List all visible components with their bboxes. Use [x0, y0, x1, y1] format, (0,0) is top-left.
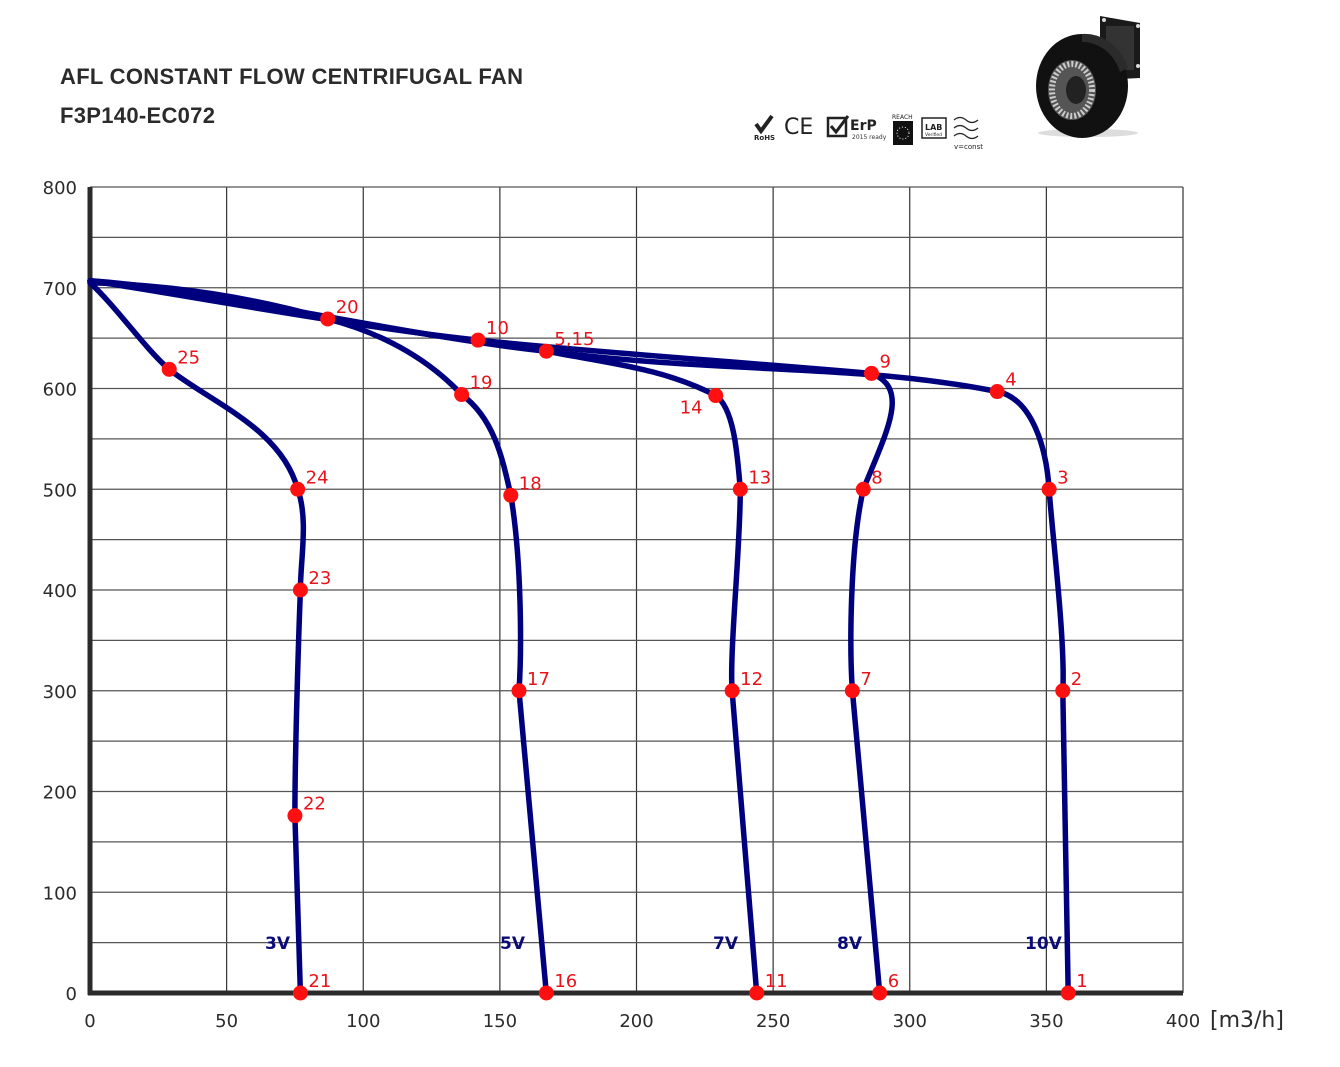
- curve-label-7v: 7V: [713, 934, 739, 954]
- x-axis-unit: [m3/h]: [1210, 1008, 1284, 1033]
- point-label: 14: [680, 398, 703, 419]
- svg-text:Verified: Verified: [925, 132, 942, 138]
- operating-points: 12345,1567891011121314161718192021222324…: [161, 297, 1088, 1001]
- data-point: [292, 985, 308, 1001]
- point-label: 2: [1071, 669, 1082, 690]
- fan-product-image: [1036, 16, 1140, 138]
- y-tick-label: 400: [43, 581, 77, 602]
- point-label: 7: [860, 669, 871, 690]
- x-tick-label: 150: [483, 1011, 517, 1032]
- x-tick-label: 200: [619, 1011, 653, 1032]
- svg-text:REACH: REACH: [892, 114, 913, 121]
- point-label: 23: [308, 568, 331, 589]
- data-point: [708, 388, 724, 404]
- point-label: 1: [1076, 971, 1087, 992]
- data-point: [855, 481, 871, 497]
- x-tick-label: 50: [215, 1011, 238, 1032]
- curve-label-5v: 5V: [500, 934, 526, 954]
- point-label: 22: [303, 794, 326, 815]
- point-label: 12: [740, 669, 763, 690]
- data-point: [511, 683, 527, 699]
- y-tick-label: 0: [66, 984, 77, 1005]
- curve-3v: [87, 279, 307, 996]
- curve-label-10v: 10V: [1025, 934, 1063, 954]
- data-point: [989, 384, 1005, 400]
- curve-10v: [87, 277, 1071, 996]
- data-point: [732, 481, 748, 497]
- curve-7v: [87, 277, 760, 996]
- point-label: 19: [470, 373, 493, 394]
- svg-text:ErP: ErP: [850, 118, 877, 134]
- data-point: [503, 487, 519, 503]
- point-label: 6: [888, 971, 899, 992]
- x-tick-label: 300: [893, 1011, 927, 1032]
- point-label: 21: [308, 971, 331, 992]
- ce-icon: CE: [784, 115, 813, 140]
- data-point: [290, 481, 306, 497]
- y-tick-label: 100: [43, 883, 77, 904]
- data-point: [538, 985, 554, 1001]
- data-point: [454, 387, 470, 403]
- y-tick-label: 500: [43, 480, 77, 501]
- point-label: 25: [177, 347, 200, 368]
- point-label: 5,15: [554, 329, 594, 350]
- y-tick-label: 300: [43, 682, 77, 703]
- data-point: [470, 332, 486, 348]
- data-point: [1055, 683, 1071, 699]
- svg-text:2015 ready: 2015 ready: [852, 134, 887, 141]
- point-label: 18: [519, 473, 542, 494]
- x-tick-label: 0: [84, 1011, 95, 1032]
- y-tick-label: 200: [43, 783, 77, 804]
- x-tick-label: 400: [1166, 1011, 1200, 1032]
- svg-text:CE: CE: [784, 115, 813, 140]
- point-label: 4: [1005, 370, 1016, 391]
- data-point: [320, 311, 336, 327]
- axis-ticks: 0 100 200 300 400 500 600 700 800 0 50 100 150 200 250…: [43, 178, 1284, 1033]
- curve-label-3v: 3V: [265, 934, 291, 954]
- data-point: [749, 985, 765, 1001]
- curve-label-8v: 8V: [837, 934, 863, 954]
- point-label: 24: [306, 467, 329, 488]
- fan-curves: [87, 277, 1071, 996]
- x-tick-label: 250: [756, 1011, 790, 1032]
- erp-icon: ErP 2015 ready: [826, 115, 887, 141]
- rohs-icon: RoHS: [754, 114, 775, 142]
- chart-grid: [89, 186, 1184, 994]
- certification-badges: RoHS CE ErP 2015 ready REACH LAB Verifie…: [754, 114, 983, 151]
- reach-icon: REACH: [892, 114, 913, 145]
- point-label: 11: [765, 971, 788, 992]
- data-point: [1041, 481, 1057, 497]
- point-label: 17: [527, 669, 550, 690]
- point-label: 13: [748, 467, 771, 488]
- x-tick-label: 350: [1029, 1011, 1063, 1032]
- x-tick-label: 100: [346, 1011, 380, 1032]
- data-point: [1060, 985, 1076, 1001]
- data-point: [844, 683, 860, 699]
- point-label: 16: [554, 971, 577, 992]
- y-tick-label: 600: [43, 380, 77, 401]
- point-label: 20: [336, 297, 359, 318]
- chart-axes: [87, 187, 1183, 996]
- data-point: [863, 365, 879, 381]
- lab-verified-icon: LAB Verified: [921, 117, 947, 139]
- data-point: [872, 985, 888, 1001]
- point-label: 9: [879, 351, 890, 372]
- data-point: [292, 582, 308, 598]
- data-point: [287, 808, 303, 824]
- point-label: 10: [486, 318, 509, 339]
- point-label: 3: [1057, 467, 1068, 488]
- data-point: [161, 361, 177, 377]
- constant-flow-icon: v=const: [953, 116, 983, 151]
- svg-text:LAB: LAB: [925, 123, 942, 132]
- y-tick-label: 800: [43, 178, 77, 199]
- data-point: [724, 683, 740, 699]
- svg-text:RoHS: RoHS: [754, 134, 775, 142]
- y-tick-label: 700: [43, 279, 77, 300]
- point-label: 8: [871, 467, 882, 488]
- data-point: [538, 343, 554, 359]
- svg-text:v=const: v=const: [954, 143, 983, 151]
- model-number: F3P140-EC072: [60, 103, 216, 128]
- chart-title: AFL CONSTANT FLOW CENTRIFUGAL FAN: [60, 64, 524, 89]
